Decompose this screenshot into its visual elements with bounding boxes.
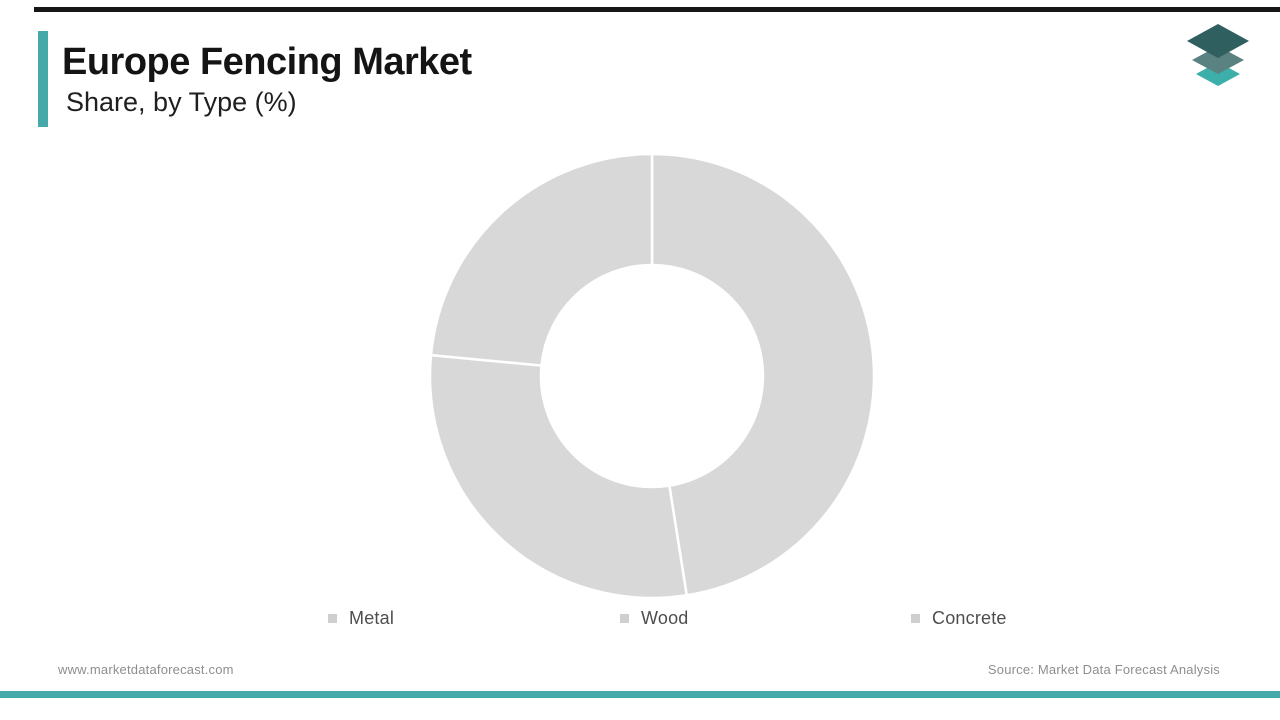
legend-marker-icon bbox=[328, 614, 337, 623]
donut-segment-concrete[interactable] bbox=[429, 152, 654, 367]
logo-layer-top-icon bbox=[1187, 24, 1249, 58]
legend-marker-icon bbox=[911, 614, 920, 623]
legend-marker-icon bbox=[620, 614, 629, 623]
legend-label: Wood bbox=[641, 608, 689, 628]
legend-item-wood[interactable]: Wood bbox=[620, 608, 689, 629]
page-subtitle: Share, by Type (%) bbox=[66, 86, 297, 117]
top-brand-rule bbox=[34, 7, 1280, 12]
footer-source-note: Source: Market Data Forecast Analysis bbox=[987, 662, 1220, 677]
legend-label: Metal bbox=[349, 608, 395, 628]
title-accent-bar bbox=[38, 31, 48, 127]
footer-website-link[interactable]: www.marketdataforecast.com bbox=[58, 662, 234, 677]
page-title: Europe Fencing Market bbox=[62, 41, 472, 83]
logo-layer-middle-icon bbox=[1192, 46, 1244, 74]
donut-segment-wood[interactable] bbox=[428, 353, 688, 600]
legend-item-metal[interactable]: Metal bbox=[328, 608, 394, 629]
legend-item-concrete[interactable]: Concrete bbox=[911, 608, 1007, 629]
brand-logo bbox=[1187, 24, 1249, 86]
header: Europe Fencing Market Share, by Type (%) bbox=[62, 41, 472, 117]
legend-label: Concrete bbox=[932, 608, 1007, 628]
donut-segment-metal[interactable] bbox=[650, 152, 876, 597]
bottom-brand-rule bbox=[0, 691, 1280, 698]
